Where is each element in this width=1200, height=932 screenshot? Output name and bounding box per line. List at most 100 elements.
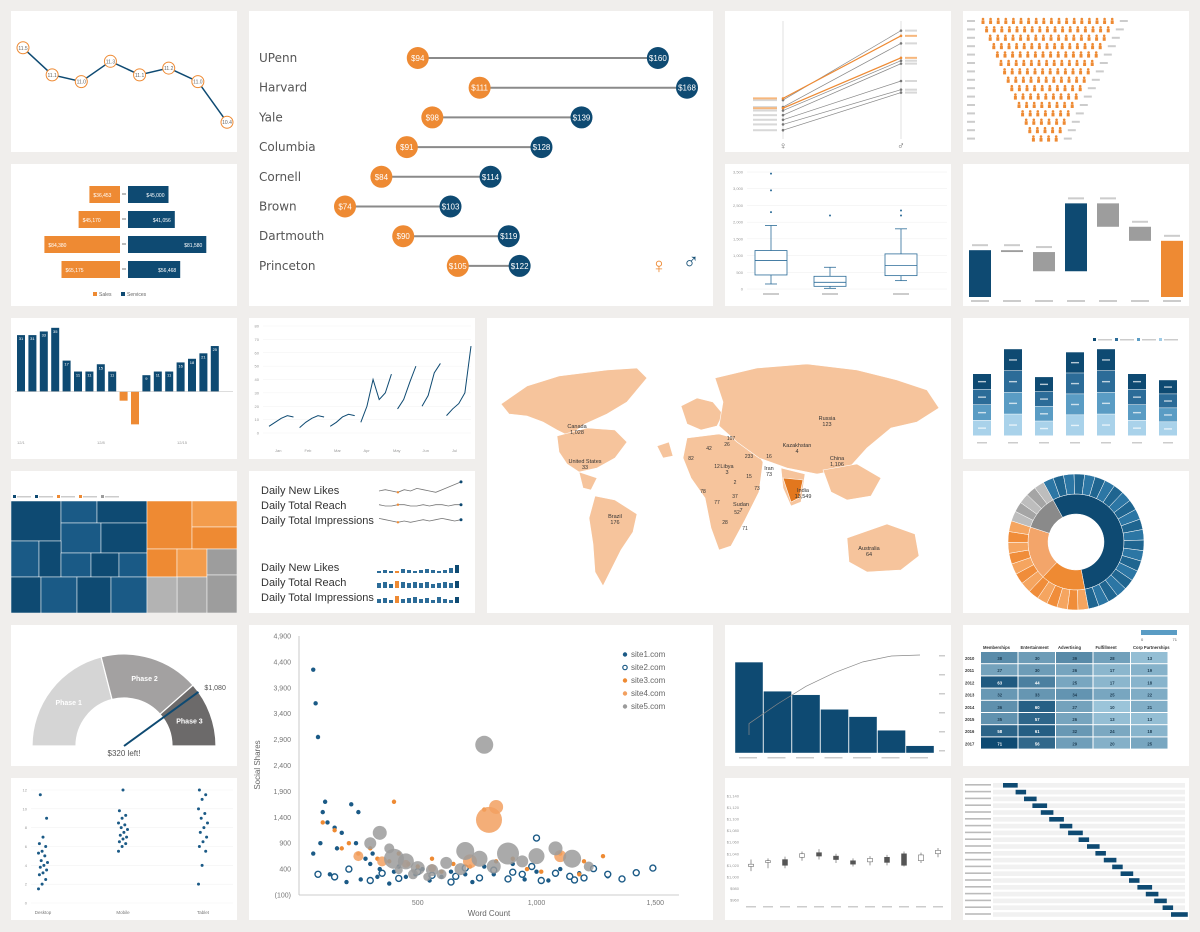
pareto-bar	[877, 730, 906, 754]
scatter-point	[581, 859, 587, 864]
cell-value: 21	[1147, 705, 1152, 710]
strip-point	[202, 826, 206, 830]
person-icon	[1084, 26, 1087, 29]
scatter-point	[528, 862, 536, 871]
task-label-mark	[965, 838, 991, 840]
task-bar	[1154, 898, 1167, 904]
person-icon	[1026, 37, 1030, 41]
task-label-mark	[965, 790, 991, 793]
person-icon	[1042, 17, 1046, 21]
scatter-point	[322, 799, 328, 804]
scatter-point	[334, 846, 340, 851]
scatter-point	[475, 735, 494, 754]
person-icon	[1052, 79, 1056, 83]
category-mark	[1163, 300, 1181, 302]
column-bar	[74, 371, 82, 392]
data-label: 11.0	[193, 80, 203, 86]
row-label-mark	[967, 87, 975, 90]
x-tick-mark	[780, 906, 790, 908]
candle-body	[901, 853, 907, 866]
scatter-point	[345, 865, 353, 873]
data-label-mark	[1102, 359, 1110, 361]
sunburst-outer-segment	[1034, 481, 1054, 505]
person-icon	[1075, 59, 1079, 63]
tornado-chart: $36,453 $45,000 $45,170 $41,056 $84,380 $81,5…	[44, 186, 207, 298]
scatter-point	[370, 851, 375, 856]
category-label: Tablet	[197, 910, 210, 915]
person-icon	[1019, 20, 1023, 24]
person-icon	[1031, 138, 1035, 142]
scatter-point	[344, 879, 349, 885]
person-icon	[1036, 93, 1040, 96]
person-icon	[1047, 138, 1051, 142]
y-tick: $1,020	[727, 863, 740, 868]
value-label-mark	[1063, 137, 1072, 140]
country-value: 73	[766, 472, 772, 478]
task-bar	[1049, 817, 1064, 822]
y-tick: $1,080	[727, 828, 740, 833]
row-label-mark	[753, 118, 777, 121]
legend-label-mark	[1098, 339, 1112, 341]
pareto-bar	[905, 745, 935, 754]
task-label-mark	[965, 892, 991, 895]
value-label-mark	[1091, 78, 1100, 81]
person-icon	[1037, 76, 1040, 80]
heatmap-cell	[1018, 664, 1055, 676]
scatter-point	[577, 872, 582, 877]
person-icon	[1032, 121, 1036, 125]
person-icon	[1083, 62, 1087, 66]
cell-value: 27	[1072, 705, 1077, 710]
category-mark	[824, 757, 843, 759]
column-bar	[85, 371, 94, 392]
category-label: Cornell	[259, 170, 301, 184]
y-tick: 1,000	[733, 253, 744, 258]
heatmap-cell	[1056, 688, 1093, 700]
strip-point	[204, 793, 208, 797]
x-tick: Jul	[452, 448, 457, 453]
y-tick: 2,000	[733, 220, 744, 225]
column-bar	[142, 375, 151, 392]
cell-value: 17	[1110, 668, 1115, 673]
person-icon	[1015, 28, 1019, 33]
row-label-mark	[753, 107, 777, 110]
male-dot	[646, 47, 669, 69]
data-label: $160	[649, 54, 667, 63]
dumbbell-chart-panel: UPenn $94 $160 Harvard $111 $168 Yale $98 $139 Co…	[249, 11, 713, 306]
task-bar	[1112, 864, 1123, 870]
country-value: 37	[732, 494, 738, 500]
strip-plot: 0 2 4 6 8 10 12 Desktop Mobile Tablet	[23, 788, 233, 915]
outlier	[900, 209, 902, 212]
category-mark	[122, 243, 126, 245]
legend-label-mark	[83, 496, 97, 498]
person-icon	[1067, 76, 1071, 80]
person-icon	[1065, 17, 1068, 21]
heatmap-cell	[1018, 713, 1055, 725]
strip-point	[204, 849, 208, 853]
person-icon	[1004, 17, 1008, 21]
spark-bar	[443, 570, 447, 573]
person-icon	[1075, 62, 1079, 66]
country-name: India	[797, 488, 810, 494]
scatter-point	[456, 841, 475, 860]
spark-bar	[407, 570, 411, 573]
scatter-point	[563, 849, 582, 868]
slope-chart-panel: ♀ ♂	[725, 11, 951, 152]
outlier	[829, 214, 831, 217]
scatter-point	[314, 870, 322, 878]
scatter-point	[375, 874, 380, 880]
person-icon	[1078, 84, 1082, 88]
task-label-mark	[965, 906, 991, 908]
person-icon	[1034, 51, 1037, 54]
country-value: 15	[746, 474, 752, 480]
x-tick: 12/8	[97, 440, 106, 445]
strip-point	[118, 833, 122, 837]
strip-point	[198, 830, 202, 834]
person-icon	[989, 17, 992, 21]
person-icon	[1099, 26, 1102, 29]
strip-point	[117, 849, 120, 853]
cell-value: 57	[1035, 717, 1040, 722]
country-value: 7	[739, 508, 742, 514]
person-icon	[1021, 112, 1025, 117]
person-icon	[1037, 79, 1041, 83]
data-label: 11	[156, 373, 161, 378]
